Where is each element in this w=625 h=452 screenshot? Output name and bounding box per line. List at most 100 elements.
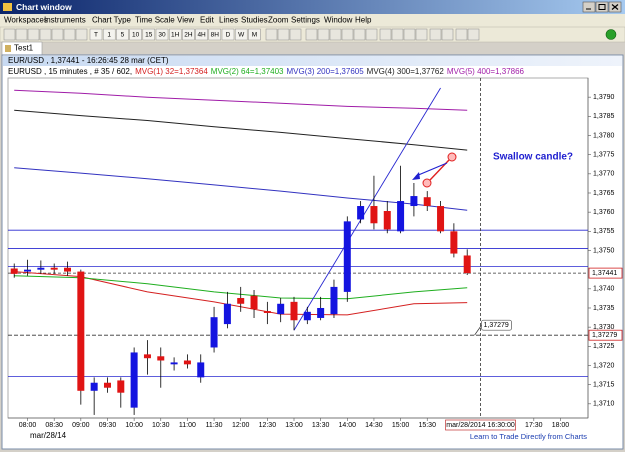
candle-body	[290, 301, 298, 321]
timeframe-button[interactable]	[155, 28, 169, 41]
candle-body	[410, 196, 418, 207]
timeframe-button[interactable]	[221, 28, 235, 41]
timeframe-button[interactable]	[208, 28, 222, 41]
menu-item[interactable]: Instruments	[44, 16, 86, 25]
candle-body	[437, 206, 445, 232]
toolbar-button[interactable]	[27, 28, 40, 41]
timeframe-button[interactable]	[142, 28, 156, 41]
toolbar-button[interactable]	[39, 28, 52, 41]
toolbar-button[interactable]	[415, 28, 428, 41]
plot-area	[7, 77, 589, 419]
menu-item[interactable]: View	[177, 16, 194, 25]
menu-item[interactable]: Studies	[241, 16, 268, 25]
trendline	[293, 87, 441, 331]
timeframe-label: M	[252, 32, 257, 39]
y-tick-label: 1,3740	[593, 286, 615, 293]
timeframe-button[interactable]	[89, 28, 103, 41]
candle-body	[397, 201, 405, 232]
y-tick-label: 1,3780	[593, 132, 615, 139]
x-tick-label: 12:30	[259, 422, 277, 429]
candle-body	[303, 311, 311, 321]
menu-item[interactable]: Time Scale	[135, 16, 175, 25]
x-tick-label: 08:30	[45, 422, 63, 429]
candle-body	[343, 221, 351, 292]
candle-body	[423, 197, 431, 207]
toolbar-button[interactable]	[467, 28, 480, 41]
candle-body	[370, 206, 378, 224]
toolbar-button[interactable]	[51, 28, 64, 41]
candle-body	[50, 267, 58, 270]
y-tick-label: 1,3710	[593, 401, 615, 408]
plot-layer	[8, 78, 588, 418]
menu-item[interactable]: Zoom	[268, 16, 289, 25]
toolbar-button[interactable]	[305, 28, 318, 41]
toolbar-button[interactable]	[265, 28, 278, 41]
menu-item[interactable]: Lines	[219, 16, 238, 25]
toolbar-button[interactable]	[391, 28, 404, 41]
y-tick-label: 1,3765	[593, 190, 615, 197]
toolbar-button[interactable]	[277, 28, 290, 41]
candle-body	[263, 311, 271, 313]
toolbar-button[interactable]	[15, 28, 28, 41]
toolbar-button[interactable]	[317, 28, 330, 41]
timeframe-button[interactable]	[182, 28, 195, 41]
y-tick-label: 1,3760	[593, 209, 615, 216]
candle-body	[463, 255, 471, 274]
candle-body	[64, 267, 72, 272]
legend-entry: MVG(5) 400=1,37866	[447, 67, 525, 76]
timeframe-button[interactable]	[234, 28, 248, 41]
candle-body	[210, 317, 218, 348]
timeframe-button[interactable]	[195, 28, 208, 41]
timeframe-button[interactable]	[116, 28, 129, 41]
maximize-button[interactable]	[595, 1, 609, 13]
timeframe-label: 30	[158, 32, 166, 39]
candle-body	[450, 231, 458, 254]
y-tick-label: 1,3770	[593, 171, 615, 178]
timeframe-label: 1	[107, 32, 111, 39]
timeframe-button[interactable]	[168, 28, 182, 41]
toolbar-button[interactable]	[3, 28, 16, 41]
toolbar-button[interactable]	[441, 28, 454, 41]
menu-item[interactable]: Window	[324, 16, 353, 25]
toolbar-button[interactable]	[341, 28, 354, 41]
candle-body	[330, 286, 338, 315]
candle-body	[77, 271, 85, 391]
toolbar-button[interactable]	[365, 28, 378, 41]
toolbar-button[interactable]	[403, 28, 416, 41]
y-tick-label: 1,3785	[593, 113, 615, 120]
x-tick-label: 08:00	[19, 422, 37, 429]
annotation: Swallow candle?	[493, 152, 573, 163]
candle-body	[357, 206, 365, 220]
candle-body	[250, 295, 258, 310]
timeframe-button[interactable]	[102, 28, 116, 41]
toolbar-button[interactable]	[353, 28, 366, 41]
x-tick-label: 09:30	[99, 422, 117, 429]
footer-link[interactable]: Learn to Trade Directly from Charts	[470, 432, 587, 441]
timeframe-label: T	[94, 32, 98, 39]
y-tick-label: 1,3750	[593, 247, 615, 254]
minimize-button[interactable]	[582, 1, 596, 13]
menu-item[interactable]: Edit	[200, 16, 215, 25]
menu-item[interactable]: Chart Type	[92, 16, 132, 25]
level-tag-box	[588, 329, 623, 341]
chart-title: EUR/USD , 1,37441 - 16:26:45 28 mar (CET…	[8, 56, 169, 65]
menu-item[interactable]: Settings	[291, 16, 320, 25]
toolbar-button[interactable]	[63, 28, 76, 41]
timeframe-button[interactable]	[248, 28, 261, 41]
toolbar-button[interactable]	[289, 28, 302, 41]
menu-item[interactable]: Help	[355, 16, 372, 25]
chart-header: EURUSD , 15 minutes , # 35 / 602, MVG(1) …	[8, 67, 525, 76]
level-callout: 1,37279	[484, 322, 509, 329]
toolbar-button[interactable]	[75, 28, 88, 41]
date-label: mar/28/14	[30, 431, 67, 440]
toolbar-button[interactable]	[455, 28, 468, 41]
timeframe-button[interactable]	[129, 28, 142, 41]
x-tick-label: 11:30	[206, 422, 223, 429]
toolbar-button[interactable]	[329, 28, 342, 41]
toolbar-button[interactable]	[429, 28, 442, 41]
toolbar-button[interactable]	[379, 28, 392, 41]
status-icon[interactable]	[605, 29, 617, 40]
menu-item[interactable]: Workspaces	[4, 16, 48, 25]
candle-body	[130, 352, 138, 408]
